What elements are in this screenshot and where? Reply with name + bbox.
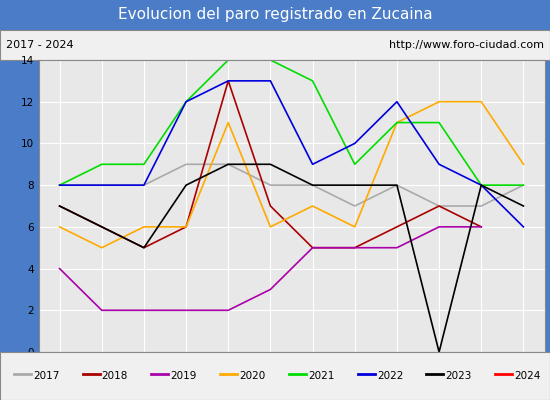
Text: 2023: 2023: [446, 371, 472, 381]
Text: http://www.foro-ciudad.com: http://www.foro-ciudad.com: [389, 40, 544, 50]
Text: 2017 - 2024: 2017 - 2024: [6, 40, 73, 50]
Text: Evolucion del paro registrado en Zucaina: Evolucion del paro registrado en Zucaina: [118, 8, 432, 22]
Text: 2022: 2022: [377, 371, 403, 381]
Text: 2021: 2021: [308, 371, 334, 381]
Text: 2017: 2017: [33, 371, 59, 381]
Text: 2018: 2018: [102, 371, 128, 381]
Text: 2024: 2024: [514, 371, 541, 381]
Text: 2020: 2020: [239, 371, 266, 381]
Text: 2019: 2019: [170, 371, 197, 381]
